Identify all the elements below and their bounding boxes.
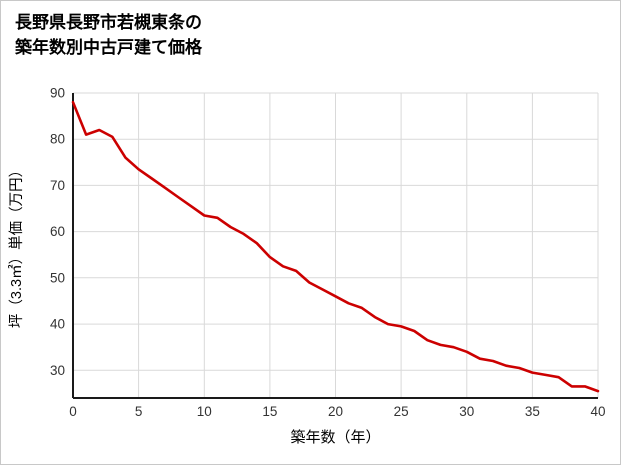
svg-text:90: 90 — [50, 86, 65, 101]
price-line-chart: 30 40 50 60 70 80 90 0 5 10 15 20 25 30 35 40 坪（3.3㎡）単価（… — [8, 86, 606, 447]
svg-text:15: 15 — [262, 404, 277, 419]
svg-text:0: 0 — [69, 404, 77, 419]
svg-text:60: 60 — [50, 224, 65, 239]
svg-text:5: 5 — [135, 404, 143, 419]
y-tick-labels: 30 40 50 60 70 80 90 — [50, 86, 65, 378]
price-line — [71, 101, 600, 393]
svg-text:40: 40 — [50, 317, 65, 332]
svg-text:25: 25 — [394, 404, 409, 419]
svg-text:70: 70 — [50, 178, 65, 193]
svg-text:80: 80 — [50, 132, 65, 147]
y-axis-label: 坪（3.3㎡）単価（万円） — [8, 163, 25, 328]
x-axis-label: 築年数（年） — [290, 428, 380, 446]
chart-container: 30 40 50 60 70 80 90 0 5 10 15 20 25 30 35 40 坪（3.3㎡）単価（… — [1, 62, 620, 465]
chart-title-line2: 築年数別中古戸建て価格 — [15, 37, 202, 57]
chart-title: 長野県長野市若槻東条の 築年数別中古戸建て価格 — [1, 1, 620, 60]
svg-text:10: 10 — [197, 404, 212, 419]
svg-text:30: 30 — [50, 363, 65, 378]
chart-title-line1: 長野県長野市若槻東条の — [15, 13, 202, 32]
svg-text:40: 40 — [590, 404, 605, 419]
gridlines — [73, 92, 599, 399]
svg-text:50: 50 — [50, 271, 65, 286]
x-tick-labels: 0 5 10 15 20 25 30 35 40 — [69, 404, 605, 419]
svg-text:35: 35 — [525, 404, 540, 419]
svg-text:30: 30 — [459, 404, 474, 419]
svg-text:20: 20 — [328, 404, 343, 419]
